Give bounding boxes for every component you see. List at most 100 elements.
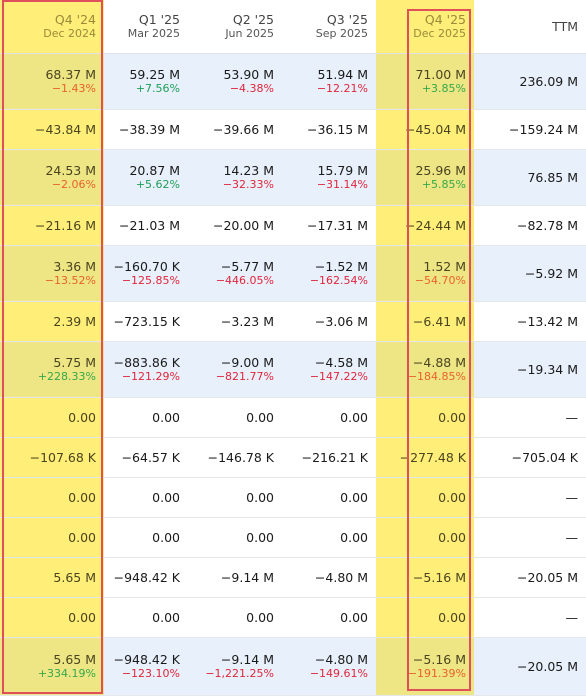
cell-value: 0.00 bbox=[68, 610, 96, 625]
table-cell: −19.34 M bbox=[474, 342, 586, 397]
table-cell: −4.80 M bbox=[282, 558, 376, 597]
cell-value: −4.58 M bbox=[314, 355, 368, 370]
table-cell: −6.41 M bbox=[376, 302, 474, 341]
cell-value: 0.00 bbox=[340, 610, 368, 625]
cell-change-percent: +228.33% bbox=[37, 370, 96, 383]
cell-value: 53.90 M bbox=[223, 67, 274, 82]
table-cell: −5.92 M bbox=[474, 246, 586, 301]
cell-change-percent: −1.43% bbox=[51, 82, 96, 95]
cell-value: 14.23 M bbox=[223, 163, 274, 178]
cell-value: −45.04 M bbox=[404, 122, 466, 137]
table-cell: 20.87 M +5.62% bbox=[104, 150, 188, 205]
table-cell: 0.00 bbox=[104, 518, 188, 557]
column-header-1[interactable]: Q1 '25 Mar 2025 bbox=[104, 0, 188, 53]
cell-value: −5.16 M bbox=[412, 652, 466, 667]
table-cell: 53.90 M −4.38% bbox=[188, 54, 282, 109]
table-cell: 0.00 bbox=[188, 398, 282, 437]
table-row: 0.00 0.00 0.00 0.00 0.00 — bbox=[0, 518, 586, 558]
cell-value: — bbox=[565, 410, 579, 425]
column-title: Q1 '25 bbox=[138, 12, 180, 27]
table-row: 68.37 M −1.43% 59.25 M +7.56% 53.90 M −4.38% 5… bbox=[0, 54, 586, 110]
table-cell: −705.04 K bbox=[474, 438, 586, 477]
column-title: Q4 '25 bbox=[424, 12, 466, 27]
table-cell: −3.23 M bbox=[188, 302, 282, 341]
column-header-2[interactable]: Q2 '25 Jun 2025 bbox=[188, 0, 282, 53]
cell-value: 0.00 bbox=[246, 610, 274, 625]
table-row: −43.84 M −38.39 M −39.66 M −36.15 M −45.04 M… bbox=[0, 110, 586, 150]
cell-change-percent: −12.21% bbox=[316, 82, 368, 95]
cell-value: 76.85 M bbox=[527, 170, 578, 185]
cell-value: 1.52 M bbox=[423, 259, 466, 274]
table-cell: 0.00 bbox=[104, 598, 188, 637]
table-row: 3.36 M −13.52% −160.70 K −125.85% −5.77 M −44… bbox=[0, 246, 586, 302]
cell-value: −21.03 M bbox=[118, 218, 180, 233]
table-cell: — bbox=[474, 518, 586, 557]
table-cell: 0.00 bbox=[104, 398, 188, 437]
cell-value: −3.23 M bbox=[220, 314, 274, 329]
cell-change-percent: −13.52% bbox=[44, 274, 96, 287]
table-cell: 5.65 M bbox=[0, 558, 104, 597]
table-cell: −948.42 K bbox=[104, 558, 188, 597]
column-period: Dec 2024 bbox=[43, 27, 96, 40]
cell-value: 0.00 bbox=[152, 610, 180, 625]
cell-value: 0.00 bbox=[340, 490, 368, 505]
cell-value: 0.00 bbox=[68, 530, 96, 545]
cell-change-percent: −147.22% bbox=[309, 370, 368, 383]
column-title: TTM bbox=[552, 19, 578, 34]
table-cell: — bbox=[474, 598, 586, 637]
table-cell: 0.00 bbox=[188, 518, 282, 557]
cell-value: −20.05 M bbox=[516, 570, 578, 585]
cell-value: −883.86 K bbox=[113, 355, 180, 370]
table-cell: 0.00 bbox=[104, 478, 188, 517]
cell-change-percent: +7.56% bbox=[135, 82, 180, 95]
table-cell: −1.52 M −162.54% bbox=[282, 246, 376, 301]
cell-value: 0.00 bbox=[152, 410, 180, 425]
table-row: 24.53 M −2.06% 20.87 M +5.62% 14.23 M −32.33%… bbox=[0, 150, 586, 206]
table-cell: −39.66 M bbox=[188, 110, 282, 149]
table-cell: −948.42 K −123.10% bbox=[104, 638, 188, 695]
table-cell: 0.00 bbox=[376, 518, 474, 557]
table-cell: −82.78 M bbox=[474, 206, 586, 245]
cell-value: −20.05 M bbox=[516, 659, 578, 674]
cell-change-percent: −4.38% bbox=[229, 82, 274, 95]
table-cell: −723.15 K bbox=[104, 302, 188, 341]
cell-value: 0.00 bbox=[152, 490, 180, 505]
table-cell: 0.00 bbox=[0, 598, 104, 637]
cell-value: −5.92 M bbox=[524, 266, 578, 281]
table-cell: 0.00 bbox=[376, 398, 474, 437]
column-header-0[interactable]: Q4 '24 Dec 2024 bbox=[0, 0, 104, 53]
cell-change-percent: −54.70% bbox=[414, 274, 466, 287]
table-cell: 0.00 bbox=[376, 478, 474, 517]
column-header-3[interactable]: Q3 '25 Sep 2025 bbox=[282, 0, 376, 53]
table-cell: 59.25 M +7.56% bbox=[104, 54, 188, 109]
cell-value: −277.48 K bbox=[399, 450, 466, 465]
cell-value: 0.00 bbox=[246, 410, 274, 425]
cell-value: −4.80 M bbox=[314, 652, 368, 667]
column-header-4[interactable]: Q4 '25 Dec 2025 bbox=[376, 0, 474, 53]
table-cell: 0.00 bbox=[376, 598, 474, 637]
table-cell: 5.65 M +334.19% bbox=[0, 638, 104, 695]
cell-value: 59.25 M bbox=[129, 67, 180, 82]
table-row: 5.65 M +334.19% −948.42 K −123.10% −9.14 M −1… bbox=[0, 638, 586, 696]
table-cell: −160.70 K −125.85% bbox=[104, 246, 188, 301]
table-cell: 51.94 M −12.21% bbox=[282, 54, 376, 109]
column-period: Dec 2025 bbox=[413, 27, 466, 40]
table-row: 2.39 M −723.15 K −3.23 M −3.06 M −6.41 M −13.… bbox=[0, 302, 586, 342]
table-cell: — bbox=[474, 478, 586, 517]
cell-value: 0.00 bbox=[152, 530, 180, 545]
cell-change-percent: −31.14% bbox=[316, 178, 368, 191]
table-row: 5.75 M +228.33% −883.86 K −121.29% −9.00 M −8… bbox=[0, 342, 586, 398]
table-cell: −17.31 M bbox=[282, 206, 376, 245]
column-period: Jun 2025 bbox=[225, 27, 274, 40]
column-header-5[interactable]: TTM bbox=[474, 0, 586, 53]
cell-value: −948.42 K bbox=[113, 570, 180, 585]
table-cell: 0.00 bbox=[188, 598, 282, 637]
cell-change-percent: −121.29% bbox=[121, 370, 180, 383]
cell-value: −36.15 M bbox=[306, 122, 368, 137]
table-cell: −36.15 M bbox=[282, 110, 376, 149]
table-cell: −45.04 M bbox=[376, 110, 474, 149]
cell-value: −13.42 M bbox=[516, 314, 578, 329]
cell-value: −107.68 K bbox=[29, 450, 96, 465]
table-cell: 1.52 M −54.70% bbox=[376, 246, 474, 301]
